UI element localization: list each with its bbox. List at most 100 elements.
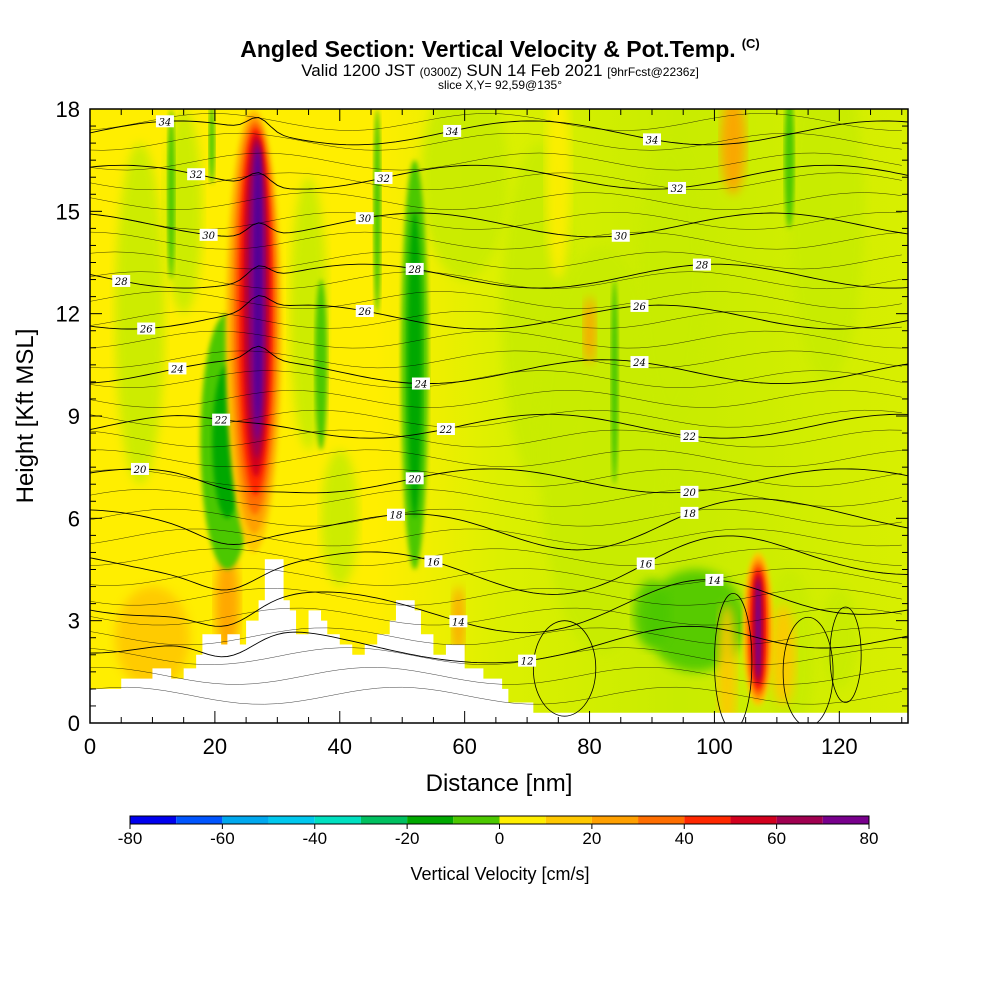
- velocity-patch: [789, 109, 865, 382]
- contour-label: 14: [452, 617, 465, 628]
- y-tick-label: 3: [68, 609, 80, 634]
- velocity-patch: [717, 603, 737, 723]
- colorbar-bin: [176, 816, 223, 824]
- y-tick-label: 6: [68, 506, 80, 531]
- velocity-patch: [321, 450, 359, 587]
- theta-contour-line-minor: [90, 568, 902, 586]
- contour-label: 34: [159, 117, 172, 128]
- contour-label-bg: [518, 654, 537, 667]
- velocity-patch: [633, 579, 671, 648]
- theta-contour-line-minor: [90, 390, 902, 408]
- contour-label: 12: [521, 657, 534, 668]
- contour-label-bg: [199, 228, 218, 241]
- theta-contour-line-minor: [90, 271, 902, 290]
- downdraft-core: [407, 211, 423, 519]
- colorbar-bin: [638, 816, 685, 824]
- colorbar-tick-label: 0: [495, 829, 504, 848]
- velocity-streak: [373, 109, 381, 314]
- contour-label: 26: [632, 302, 646, 313]
- contour-label-bg: [137, 322, 156, 335]
- updraft-core-layer: [755, 582, 761, 677]
- theta-contour-line-minor: [90, 330, 902, 349]
- contour-label-bg: [355, 212, 374, 225]
- contour-label: 28: [114, 277, 128, 288]
- contour-label: 34: [646, 135, 659, 146]
- contour-label-bg: [168, 362, 187, 375]
- contour-label: 22: [439, 425, 453, 436]
- theta-contour-line-minor: [90, 686, 902, 705]
- colorbar-tick-label: 40: [675, 829, 694, 848]
- contour-label: 16: [639, 560, 652, 571]
- slice-info: slice X,Y= 92,59@135°: [437, 78, 563, 92]
- x-tick-label: 100: [696, 734, 733, 759]
- colorbar-bin: [407, 816, 454, 824]
- velocity-patch: [639, 143, 702, 417]
- contour-label: 20: [682, 488, 696, 499]
- contour-label: 16: [427, 557, 440, 568]
- contour-label-bg: [692, 258, 711, 271]
- contour-label: 28: [407, 265, 421, 276]
- contour-label: 34: [446, 127, 459, 138]
- colorbar-tick-label: -40: [302, 829, 327, 848]
- contour-label-bg: [386, 508, 405, 521]
- theta-closed-contour: [714, 592, 753, 723]
- y-axis-label: Height [Kft MSL]: [12, 329, 39, 504]
- theta-contour-line-minor: [90, 291, 902, 309]
- contour-label-bg: [642, 133, 661, 146]
- contour-label-bg: [355, 304, 374, 317]
- colorbar-bin: [776, 816, 823, 824]
- velocity-streak: [314, 279, 328, 451]
- theta-contour-line-minor: [90, 607, 902, 626]
- contour-label-bg: [667, 181, 686, 194]
- contour-label: 32: [190, 170, 203, 181]
- theta-contour-line-minor: [90, 667, 902, 685]
- valid-time: Valid 1200 JST (0300Z) SUN 14 Feb 2021 […: [301, 61, 699, 80]
- colorbar-bin: [268, 816, 315, 824]
- colorbar-bin: [453, 816, 500, 824]
- theta-contour-line-minor: [90, 152, 902, 171]
- contour-label-bg: [630, 356, 649, 369]
- colorbar-bin: [730, 816, 777, 824]
- contour-label: 20: [407, 474, 421, 485]
- theta-contour-line: [90, 625, 908, 664]
- velocity-streak: [208, 109, 215, 185]
- contour-label: 26: [139, 325, 153, 336]
- colorbar-bin: [684, 816, 731, 824]
- theta-closed-contour: [829, 606, 862, 703]
- contour-label-bg: [374, 171, 393, 184]
- contour-label-bg: [436, 422, 455, 435]
- theta-contour-line: [90, 117, 908, 146]
- colorbar-bin: [822, 816, 869, 824]
- chart-title: Angled Section: Vertical Velocity & Pot.…: [240, 36, 760, 62]
- theta-contour-line-minor: [90, 647, 902, 665]
- theta-contour-line-minor: [90, 132, 902, 151]
- colorbar-bin: [360, 816, 408, 824]
- contour-label-bg: [424, 555, 443, 568]
- theta-contour-line: [90, 579, 908, 634]
- contour-label-bg: [449, 615, 468, 628]
- contour-label: 32: [671, 184, 684, 195]
- theta-contour-line-minor: [90, 588, 902, 606]
- velocity-patch: [420, 109, 509, 280]
- contour-label-bg: [680, 506, 699, 519]
- x-tick-label: 40: [328, 734, 352, 759]
- contour-label: 30: [202, 231, 215, 242]
- theta-contour-line-minor: [90, 212, 902, 230]
- theta-contour-line: [90, 263, 908, 289]
- colorbar-label: Vertical Velocity [cm/s]: [410, 864, 589, 884]
- velocity-patch: [720, 109, 746, 195]
- colorbar-tick-label: -20: [395, 829, 420, 848]
- theta-contour-line-minor: [90, 251, 902, 270]
- theta-contour-line: [90, 468, 908, 494]
- theta-closed-contour: [532, 620, 597, 717]
- contour-label-bg: [130, 462, 149, 475]
- contour-label: 24: [170, 364, 184, 375]
- contour-label: 18: [390, 511, 403, 522]
- contour-label-bg: [112, 274, 131, 287]
- contour-label-bg: [212, 413, 231, 426]
- copyright-mark: (C): [741, 36, 760, 51]
- contour-label-bg: [405, 472, 424, 485]
- theta-contour-line-minor: [90, 172, 902, 191]
- colorbar-bin: [222, 816, 269, 824]
- theta-contour-line-minor: [90, 311, 902, 329]
